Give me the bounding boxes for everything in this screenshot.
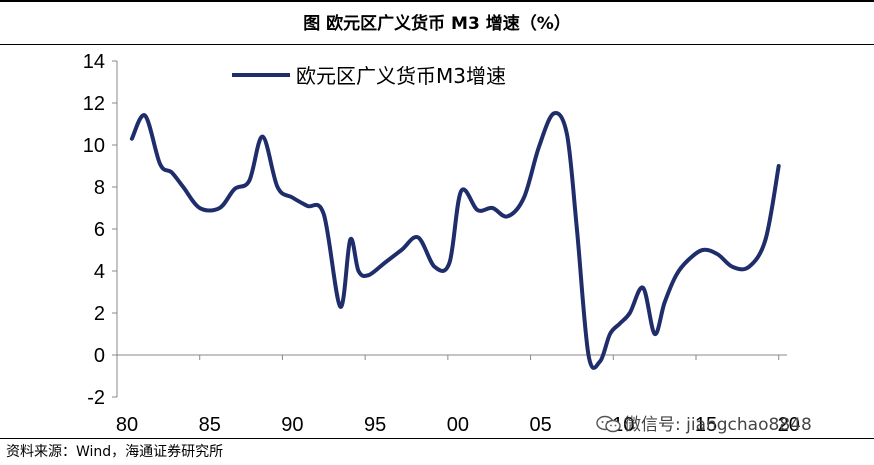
y-tick-label: 6 — [94, 219, 105, 241]
legend-label: 欧元区广义货币M3增速 — [296, 64, 506, 88]
series-line-m3-growth — [129, 111, 781, 370]
y-tick-label: -2 — [87, 387, 105, 409]
title-divider — [0, 44, 874, 45]
x-tick-label: 80 — [116, 414, 138, 435]
x-tick-label: 15 — [695, 414, 717, 435]
x-tick-label: 05 — [529, 414, 551, 435]
figure-title: 图 欧元区广义货币 M3 增速（%） — [0, 0, 874, 44]
y-tick-label: 10 — [83, 135, 105, 157]
y-tick-label: 12 — [83, 93, 105, 115]
x-tick-label: 85 — [199, 414, 221, 435]
x-tick-label: 00 — [447, 414, 469, 435]
wechat-icon — [596, 415, 621, 433]
x-tick-label: 20 — [778, 414, 800, 435]
source-note: 资料来源：Wind，海通证券研究所 — [6, 444, 224, 460]
x-tick-label: 90 — [281, 414, 303, 435]
x-tick-label: 95 — [364, 414, 386, 435]
watermark: 微信号: jiangchao8848 — [596, 412, 812, 438]
y-tick-label: 8 — [94, 177, 105, 199]
y-tick-label: 14 — [83, 51, 105, 73]
chart-series — [129, 111, 781, 370]
chart-legend: 欧元区广义货币M3增速 — [232, 64, 506, 88]
footer-divider — [0, 438, 874, 439]
watermark-text: 微信号: jiangchao8848 — [624, 415, 812, 435]
y-tick-label: 4 — [94, 261, 105, 283]
y-tick-label: 0 — [94, 345, 105, 367]
y-tick-label: 2 — [94, 303, 105, 325]
